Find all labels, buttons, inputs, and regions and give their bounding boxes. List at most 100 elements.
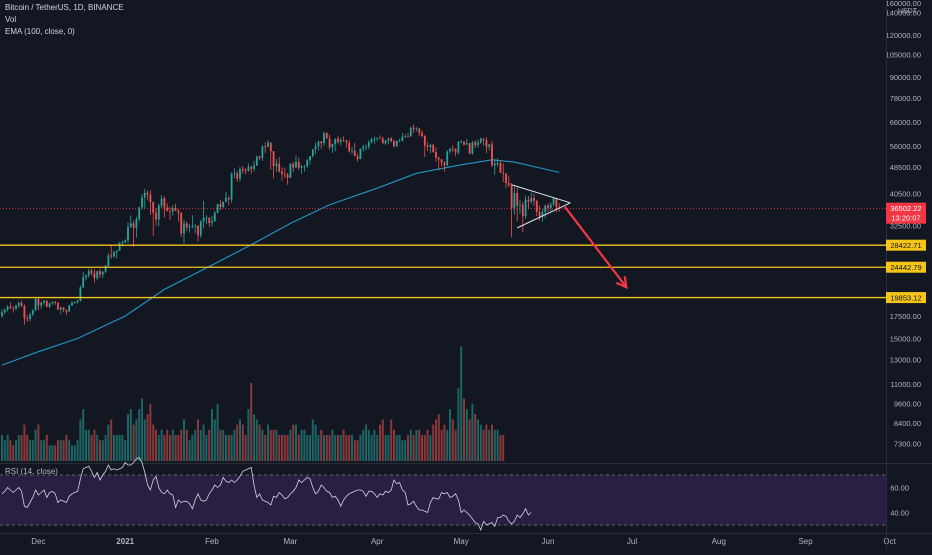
candle-body <box>541 211 544 217</box>
volume-bar <box>79 419 82 461</box>
candle-body <box>297 161 300 168</box>
candle-body <box>295 161 297 168</box>
volume-bar <box>426 429 429 461</box>
candle-body <box>227 197 230 200</box>
time-axis-label: Mar <box>284 537 298 546</box>
volume-bar <box>370 435 373 461</box>
candle-body <box>73 302 76 303</box>
volume-bar <box>359 435 362 461</box>
candle-body <box>555 198 558 208</box>
volume-bar <box>482 429 485 461</box>
candle-body <box>87 270 90 276</box>
volume-bar <box>194 429 197 461</box>
candle-body <box>463 141 465 145</box>
price-tick-label: 17500.00 <box>890 312 921 321</box>
candle-body <box>289 163 292 178</box>
volume-bar <box>409 429 412 461</box>
volume-bar <box>465 409 468 461</box>
volume-bar <box>26 435 29 461</box>
candle-body <box>328 138 331 148</box>
candle-body <box>197 225 199 236</box>
candle-body <box>376 138 379 140</box>
level-price-tag: 28422.71 <box>886 239 926 251</box>
candle-body <box>300 166 303 168</box>
candle-body <box>311 149 314 157</box>
candle-body <box>68 305 71 312</box>
candle-body <box>23 305 26 319</box>
candle-body <box>222 201 225 208</box>
candle-body <box>15 305 17 309</box>
candle-body <box>496 163 499 164</box>
volume-bar <box>160 429 163 461</box>
candle-body <box>127 226 129 241</box>
candle-body <box>538 211 541 217</box>
time-axis-label: Apr <box>371 537 384 546</box>
volume-bar <box>485 424 488 461</box>
candle-body <box>169 210 171 212</box>
candle-body <box>99 271 101 275</box>
volume-bar <box>87 429 90 461</box>
volume-bar <box>6 435 9 461</box>
volume-bar <box>157 435 160 461</box>
volume-bar <box>208 429 211 461</box>
volume-bar <box>292 424 295 461</box>
candle-body <box>267 142 269 147</box>
candle-body <box>516 193 519 206</box>
candle-body <box>345 140 348 143</box>
candle-body <box>152 202 155 213</box>
candle-body <box>365 146 367 148</box>
volume-bar <box>303 429 306 461</box>
volume-bar <box>353 440 356 461</box>
volume-bar <box>443 424 446 461</box>
volume-bar <box>493 429 496 461</box>
symbol-title: Bitcoin / TetherUS, 1D, BINANCE <box>5 3 124 12</box>
candle-body <box>85 275 87 278</box>
volume-bar <box>328 435 331 461</box>
volume-bar <box>412 435 415 461</box>
candle-body <box>40 302 43 306</box>
volume-bar <box>390 419 393 461</box>
volume-bar <box>34 429 37 461</box>
volume-bar <box>29 440 31 461</box>
candle-body <box>9 306 12 309</box>
candle-body <box>521 204 524 217</box>
volume-bar <box>300 429 303 461</box>
volume-bar <box>110 419 113 461</box>
triangle-trendline <box>516 202 571 229</box>
candle-body <box>407 136 409 137</box>
candle-body <box>115 250 118 253</box>
candle-body <box>317 141 320 147</box>
volume-bar <box>258 424 261 461</box>
down-arrow-line <box>563 206 628 288</box>
candle-body <box>202 217 205 222</box>
volume-label: Vol <box>5 15 17 24</box>
candle-body <box>54 301 57 303</box>
candle-body <box>110 255 113 257</box>
volume-bar <box>236 424 239 461</box>
candle-body <box>418 128 421 133</box>
volume-bar <box>393 429 395 461</box>
volume-bar <box>96 435 99 461</box>
volume-bar <box>43 440 45 461</box>
price-tick-label: 78000.00 <box>890 94 921 103</box>
price-tick-label: 56000.00 <box>890 142 921 151</box>
candle-body <box>278 163 281 172</box>
candle-body <box>3 309 6 313</box>
candle-body <box>309 156 311 161</box>
candle-body <box>530 197 533 202</box>
candle-body <box>423 136 426 146</box>
candle-body <box>185 223 188 228</box>
candle-body <box>465 143 468 145</box>
volume-bar <box>188 440 191 461</box>
candle-body <box>76 300 79 303</box>
volume-bar <box>479 424 482 461</box>
volume-bar <box>174 435 177 461</box>
candle-body <box>261 146 264 159</box>
candle-body <box>199 221 202 236</box>
time-axis-label: Oct <box>883 537 896 546</box>
candle-body <box>415 128 418 130</box>
volume-bar <box>387 435 390 461</box>
